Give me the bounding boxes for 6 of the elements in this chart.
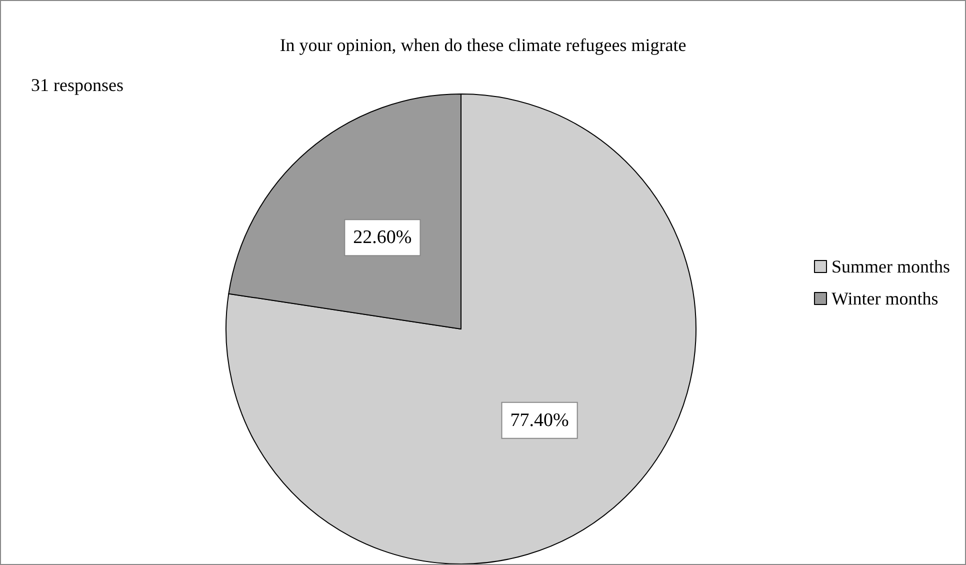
text: 31 responses xyxy=(31,75,124,95)
legend-label: Summer months xyxy=(831,256,950,276)
chart-title: In your opinion, when do these climate refugees migrate xyxy=(280,35,686,55)
data-label: 22.60% xyxy=(353,227,412,248)
data-label: 77.40% xyxy=(510,410,570,431)
legend-label: Winter months xyxy=(831,288,938,308)
